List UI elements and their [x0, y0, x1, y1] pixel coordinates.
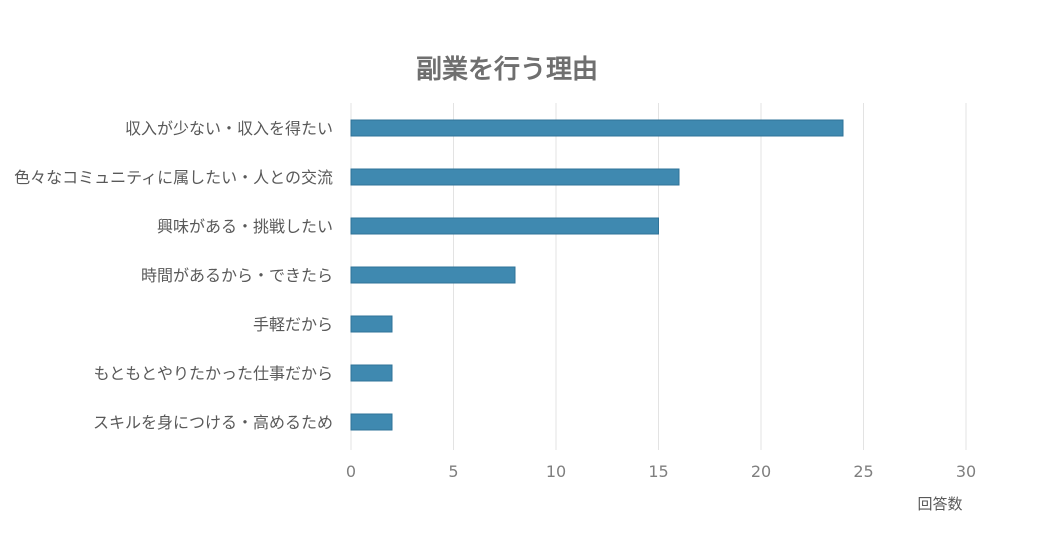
x-tick-label-20: 20 [751, 462, 771, 481]
category-label-7: スキルを身につける・高めるため [93, 413, 333, 432]
x-tick-label-30: 30 [956, 462, 976, 481]
bar-5 [350, 315, 393, 333]
bar-7 [350, 413, 393, 431]
bar-2 [350, 168, 680, 186]
x-tick-labels: 0 5 10 15 20 25 30 [346, 462, 976, 481]
category-label-3: 興味がある・挑戦したい [157, 217, 333, 236]
category-label-1: 収入が少ない・収入を得たい [125, 119, 333, 138]
x-tick-label-0: 0 [346, 462, 356, 481]
bar-4 [350, 266, 516, 284]
bar-6 [350, 364, 393, 382]
gridlines [350, 103, 967, 450]
category-labels: 収入が少ない・収入を得たい色々なコミュニティに属したい・人との交流興味がある・挑… [14, 119, 333, 432]
bar-3 [350, 217, 659, 235]
x-tick-label-15: 15 [648, 462, 668, 481]
x-tick-label-25: 25 [853, 462, 873, 481]
x-tick-label-5: 5 [448, 462, 458, 481]
category-label-2: 色々なコミュニティに属したい・人との交流 [14, 168, 333, 187]
x-axis-title: 回答数 [917, 495, 962, 513]
bar-1 [350, 119, 844, 137]
bars [350, 119, 844, 431]
x-tick-label-10: 10 [546, 462, 566, 481]
category-label-6: もともとやりたかった仕事だから [94, 364, 333, 383]
chart-title: 副業を行う理由 [416, 54, 598, 85]
category-label-4: 時間があるから・できたら [141, 266, 333, 285]
category-label-5: 手軽だから [253, 315, 333, 334]
